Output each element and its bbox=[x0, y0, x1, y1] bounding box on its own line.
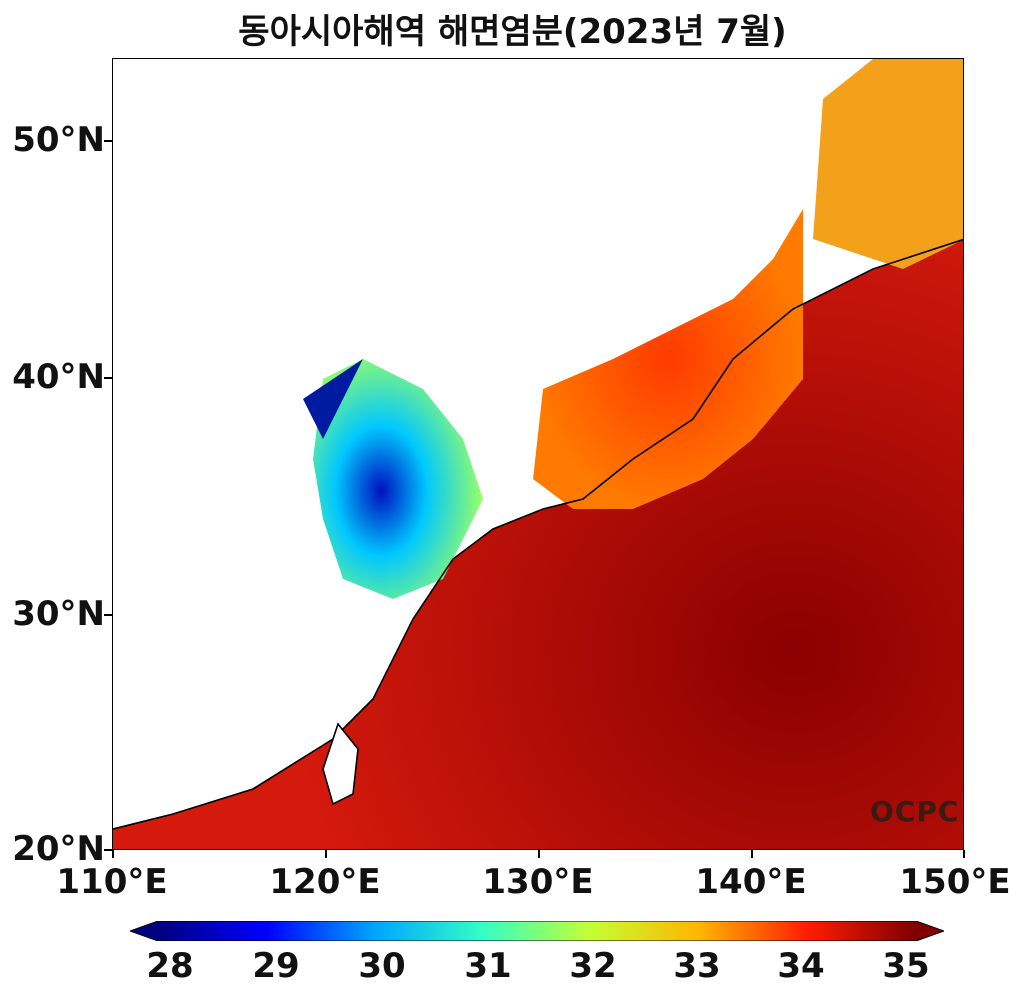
y-tickmark bbox=[104, 140, 112, 142]
y-tickmark bbox=[104, 377, 112, 379]
salinity-map bbox=[112, 58, 964, 850]
yellow-sea-water bbox=[313, 359, 483, 599]
x-tickmark bbox=[112, 850, 114, 858]
x-tickmark bbox=[963, 850, 965, 858]
x-tickmark bbox=[751, 850, 753, 858]
x-tick-label: 140°E bbox=[695, 862, 807, 902]
y-tick-label: 50°N bbox=[12, 120, 105, 160]
colorbar-tick-label: 29 bbox=[252, 946, 300, 986]
bohai-water bbox=[303, 359, 363, 439]
colorbar-tick-label: 33 bbox=[673, 946, 721, 986]
taiwan-island bbox=[322, 722, 359, 806]
east-sea-water bbox=[533, 209, 803, 509]
colorbar-tick-label: 28 bbox=[146, 946, 194, 986]
ocpc-watermark: OCPC bbox=[870, 795, 960, 828]
y-tick-label: 40°N bbox=[12, 357, 105, 397]
colorbar-tick-label: 30 bbox=[358, 946, 406, 986]
x-tick-label: 120°E bbox=[269, 862, 381, 902]
coastline bbox=[113, 238, 963, 830]
colorbar-tick-label: 31 bbox=[464, 946, 512, 986]
y-tickmark bbox=[104, 614, 112, 616]
x-tick-label: 130°E bbox=[482, 862, 594, 902]
x-tick-label: 110°E bbox=[56, 862, 168, 902]
x-tick-label: 150°E bbox=[899, 862, 1011, 902]
colorbar-tick-label: 34 bbox=[777, 946, 825, 986]
colorbar-tick-label: 32 bbox=[569, 946, 617, 986]
y-tick-label: 20°N bbox=[12, 829, 105, 869]
x-tickmark bbox=[538, 850, 540, 858]
y-tickmark bbox=[104, 849, 112, 851]
okhotsk-water bbox=[813, 59, 963, 269]
colorbar-tick-label: 35 bbox=[882, 946, 930, 986]
x-tickmark bbox=[325, 850, 327, 858]
y-tick-label: 30°N bbox=[12, 594, 105, 634]
colorbar bbox=[130, 921, 944, 941]
colorbar-ramp bbox=[130, 921, 944, 941]
map-title: 동아시아해역 해면염분(2023년 7월) bbox=[238, 12, 787, 52]
salinity-field bbox=[113, 59, 963, 849]
